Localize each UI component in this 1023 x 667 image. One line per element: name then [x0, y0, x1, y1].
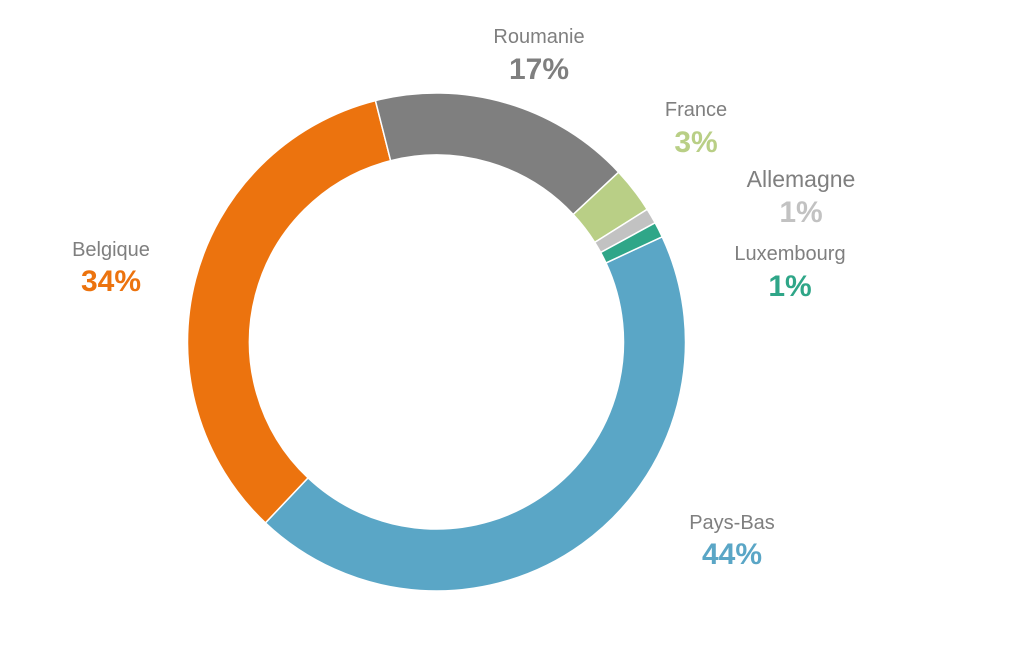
- label-belgique-value: 34%: [81, 265, 141, 298]
- label-allemagne-name: Allemagne: [747, 166, 856, 192]
- label-pays-bas-name: Pays-Bas: [689, 512, 775, 534]
- label-france-name: France: [665, 99, 727, 121]
- label-allemagne-value: 1%: [779, 196, 822, 229]
- label-pays-bas-value: 44%: [702, 538, 762, 571]
- slice-pays-bas: [264, 235, 687, 592]
- slice-roumanie: [374, 92, 620, 216]
- label-luxembourg-value: 1%: [768, 270, 811, 303]
- donut-slices: [186, 92, 687, 592]
- label-luxembourg-name: Luxembourg: [734, 243, 845, 265]
- label-roumanie-name: Roumanie: [493, 26, 584, 48]
- label-belgique-name: Belgique: [72, 239, 150, 261]
- slice-luxembourg: [599, 221, 664, 264]
- label-roumanie-value: 17%: [509, 53, 569, 86]
- slice-belgique: [186, 99, 392, 524]
- label-france-value: 3%: [674, 126, 717, 159]
